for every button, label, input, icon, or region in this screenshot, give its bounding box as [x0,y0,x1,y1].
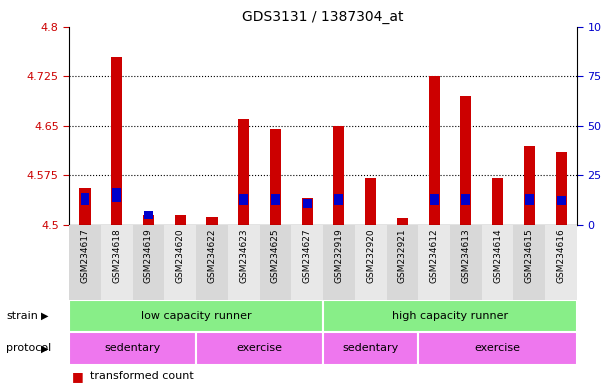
Text: protocol: protocol [6,343,51,354]
Bar [482,225,513,300]
Bar [450,225,482,300]
Bar [555,152,567,225]
Bar [334,126,344,225]
Bar [175,215,186,225]
Bar [525,194,534,205]
Bar [270,129,281,225]
Bar [111,56,122,225]
Text: GSM234619: GSM234619 [144,228,153,283]
Text: GSM232921: GSM232921 [398,228,407,283]
Bar [238,119,249,225]
Bar [81,193,90,205]
Bar [260,225,291,300]
Title: GDS3131 / 1387304_at: GDS3131 / 1387304_at [242,10,404,25]
Text: GSM234617: GSM234617 [81,228,90,283]
Bar [397,218,408,225]
Text: GSM234615: GSM234615 [525,228,534,283]
Bar [196,332,323,365]
Text: exercise: exercise [237,343,282,354]
Bar [429,76,440,225]
Bar [144,212,153,219]
Text: GSM234627: GSM234627 [303,228,312,283]
Bar [557,195,566,205]
Bar [418,332,577,365]
Bar [492,179,503,225]
Bar [462,194,471,205]
Bar [101,225,133,300]
Bar [323,300,577,332]
Bar [418,225,450,300]
Text: GSM234620: GSM234620 [175,228,185,283]
Bar [164,225,196,300]
Text: GSM232919: GSM232919 [334,228,343,283]
Bar [545,225,577,300]
Bar [430,194,439,205]
Text: ▶: ▶ [41,311,49,321]
Bar [206,217,218,225]
Bar [291,225,323,300]
Text: GSM232920: GSM232920 [366,228,375,283]
Bar [69,225,101,300]
Text: transformed count: transformed count [90,371,194,381]
Bar [196,225,228,300]
Text: GSM234613: GSM234613 [462,228,471,283]
Bar [271,194,280,205]
Text: GSM234625: GSM234625 [271,228,280,283]
Text: low capacity runner: low capacity runner [141,311,251,321]
Text: ▶: ▶ [41,343,49,354]
Bar [143,215,154,225]
Bar [365,179,376,225]
Bar [228,225,260,300]
Text: GSM234618: GSM234618 [112,228,121,283]
Text: exercise: exercise [475,343,520,354]
Bar [69,332,196,365]
Text: ■: ■ [72,370,84,383]
Bar [460,96,471,225]
Bar [323,332,418,365]
Text: sedentary: sedentary [105,343,160,354]
Bar [386,225,418,300]
Bar [302,198,313,225]
Bar [524,146,535,225]
Bar [69,300,323,332]
Bar [355,225,386,300]
Text: strain: strain [6,311,38,321]
Bar [513,225,545,300]
Bar [335,194,343,205]
Text: sedentary: sedentary [343,343,399,354]
Text: GSM234612: GSM234612 [430,228,439,283]
Bar [303,199,311,208]
Bar [133,225,164,300]
Text: GSM234614: GSM234614 [493,228,502,283]
Text: GSM234623: GSM234623 [239,228,248,283]
Text: high capacity runner: high capacity runner [392,311,508,321]
Bar [79,189,91,225]
Text: GSM234616: GSM234616 [557,228,566,283]
Bar [239,194,248,205]
Bar [323,225,355,300]
Text: GSM234622: GSM234622 [207,228,216,283]
Bar [112,189,121,202]
